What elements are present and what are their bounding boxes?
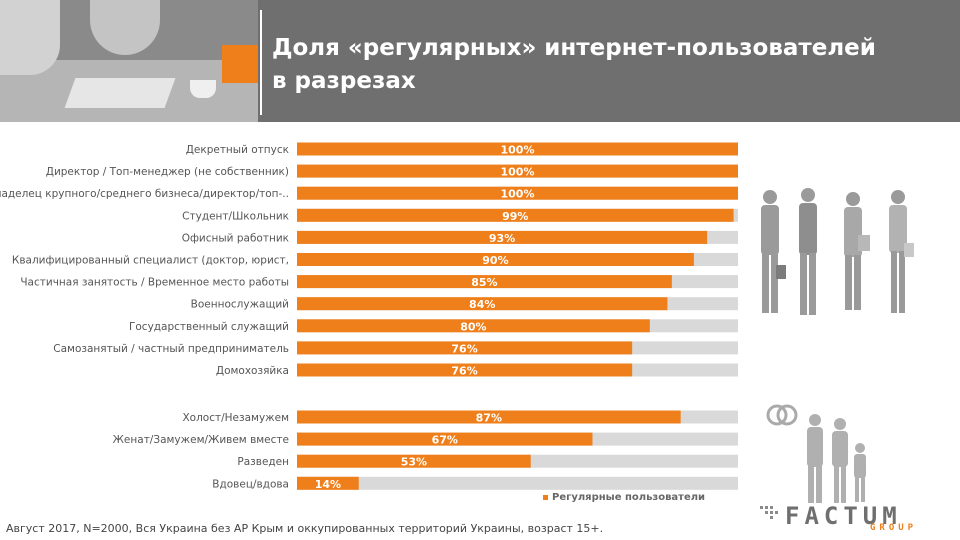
category-label: Домохозяйка — [216, 365, 289, 377]
factum-logo: FACTUM GROUP — [760, 500, 950, 536]
logo-brand: FACTUM — [785, 502, 902, 530]
title-band: Доля «регулярных» интернет-пользователей… — [258, 0, 960, 122]
category-label: Частичная занятость / Временное место ра… — [20, 277, 289, 289]
bar — [297, 476, 359, 490]
bar — [297, 142, 738, 156]
bar-track — [297, 476, 738, 490]
photo-cup — [190, 80, 216, 98]
data-label: 99% — [502, 210, 528, 223]
data-label: 87% — [476, 412, 502, 425]
data-label: 53% — [401, 456, 427, 469]
category-label: Декретный отпуск — [186, 144, 289, 156]
category-label: Женат/Замужем/Живем вместе — [113, 434, 289, 446]
page-title-line-1: Доля «регулярных» интернет-пользователей — [272, 35, 876, 61]
bar — [297, 432, 593, 446]
bar — [297, 363, 633, 377]
title-divider — [260, 10, 262, 115]
data-label: 100% — [501, 144, 535, 157]
data-label: 76% — [451, 365, 477, 378]
bar — [297, 410, 681, 424]
chart-legend: Регулярные пользователи — [543, 492, 705, 503]
data-label: 93% — [489, 232, 515, 245]
category-label: Военнослужащий — [191, 299, 289, 311]
category-label: Студент/Школьник — [182, 210, 289, 222]
data-label: 100% — [501, 166, 535, 179]
photo-person-1 — [0, 0, 60, 75]
accent-square — [222, 45, 258, 83]
logo-dots-icon — [760, 506, 778, 519]
bar — [297, 208, 734, 222]
header-photo — [0, 0, 258, 122]
data-label: 80% — [460, 320, 486, 333]
data-label: 90% — [482, 254, 508, 267]
bar — [297, 253, 694, 266]
page-title: Доля «регулярных» интернет-пользователей… — [272, 32, 952, 98]
bar — [297, 164, 738, 178]
category-label: Вдовец/вдова — [212, 478, 289, 490]
category-label: Квалифицированный специалист (доктор, юр… — [12, 255, 289, 267]
legend-swatch — [543, 494, 548, 500]
bar — [297, 297, 668, 311]
data-label: 14% — [315, 478, 341, 491]
page-title-line-2: в разрезах — [272, 68, 416, 94]
footnote: Август 2017, N=2000, Вся Украина без АР … — [6, 522, 604, 535]
bar — [297, 341, 633, 355]
data-label: 85% — [471, 276, 497, 289]
logo-sub: GROUP — [870, 523, 918, 533]
category-label: Офисный работник — [182, 232, 289, 244]
bar — [297, 319, 650, 333]
bar — [297, 275, 672, 289]
bar-chart: Декретный отпуск 100% Директор / Топ-менед… — [0, 142, 738, 491]
category-label: Государственный служащий — [129, 321, 289, 333]
category-label: Самозанятый / частный предприниматель — [53, 343, 289, 355]
category-label: Разведен — [237, 456, 289, 468]
data-label: 100% — [501, 188, 535, 201]
category-label: Владелец крупного/среднего бизнеса/дирек… — [0, 188, 289, 200]
family-icon — [766, 404, 866, 503]
photo-paper — [64, 78, 176, 108]
legend-label: Регулярные пользователи — [552, 492, 706, 503]
bar — [297, 230, 708, 244]
data-label: 84% — [469, 298, 495, 311]
photo-person-2 — [90, 0, 160, 55]
bar — [297, 454, 531, 468]
data-label: 67% — [432, 434, 458, 447]
data-label: 76% — [451, 342, 477, 355]
business-people-icon — [761, 188, 914, 315]
category-label: Холост/Незамужем — [182, 412, 289, 424]
category-label: Директор / Топ-менеджер (не собственник) — [46, 166, 289, 178]
wedding-rings-icon — [766, 404, 798, 426]
bar — [297, 186, 738, 200]
